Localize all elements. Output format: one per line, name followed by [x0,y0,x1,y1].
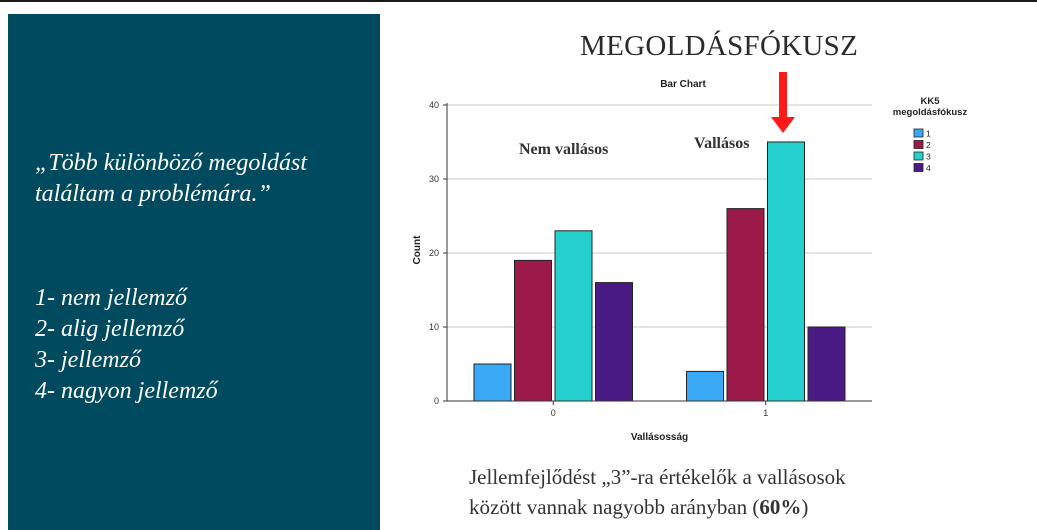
slide-top-rule [0,0,1037,2]
legend-swatch-3 [913,151,924,161]
bar-cat1-series4 [807,326,846,402]
scale-item-2: 2- alig jellemző [35,316,185,342]
axis-layer: 0 10 20 30 40 0 1 Bar Chart Vallásosság Count [412,79,872,443]
annotation-vallasos: Vallásos [694,135,749,152]
y-tick-label-20: 20 [429,248,439,258]
legend-label-2: 2 [926,140,931,150]
quote-text: „Több különböző megoldást találtam a pro… [35,148,380,210]
bar-cat0-series2 [514,259,552,402]
y-tick-label-40: 40 [429,100,439,110]
quote-line-2: találtam a problémára.” [35,181,271,207]
scale-item-4: 4- nagyon jellemző [35,378,218,404]
caption-line-2: között vannak nagyobb arányban (60%) [469,492,1029,522]
left-panel [8,14,380,530]
y-tick-label-0: 0 [434,396,439,406]
chart-title: Bar Chart [660,79,706,90]
y-tick-label-10: 10 [429,322,439,332]
quote-line-1: „Több különböző megoldást [35,150,308,176]
bar-layer [473,141,846,402]
bar-cat0-series1 [473,363,512,402]
caption-line-2-bold: 60% [759,495,802,519]
scale-legend: 1- nem jellemző 2- alig jellemző 3- jell… [35,283,218,407]
legend-label-1: 1 [926,129,931,139]
red-arrow-shaft [779,72,787,118]
y-axis-label: Count [412,235,423,265]
y-tick-label-30: 30 [429,174,439,184]
bar-cat1-series1 [686,370,724,402]
grid-layer [447,104,872,328]
bar-cat1-series2 [726,208,765,402]
x-axis-label: Vallásosság [631,432,688,443]
scale-item-1: 1- nem jellemző [35,285,187,311]
legend-swatch-1 [913,128,924,138]
legend-swatch-4 [913,163,924,172]
annotation-nem-vallasos: Nem vallásos [519,141,608,158]
annotation-layer: Nem vallásos Vallásos [519,72,795,158]
bar-cat1-series3 [767,141,805,402]
caption-line-2-prefix: között vannak nagyobb arányban ( [469,495,760,519]
caption: Jellemfejlődést „3”-ra értékelők a vallá… [469,462,1029,522]
bar-cat0-series3 [554,230,593,402]
red-arrow-head [771,117,795,133]
bar-cat0-series4 [595,282,633,402]
scale-item-3: 3- jellemző [35,347,141,373]
x-tick-label-0: 0 [551,408,556,418]
legend-title-line-1: KK5 [920,96,940,107]
caption-line-1: Jellemfejlődést „3”-ra értékelők a vallá… [469,465,846,489]
legend-title-line-2: megoldásfókusz [893,107,968,118]
slide-heading: MEGOLDÁSFÓKUSZ [580,30,859,62]
caption-line-2-suffix: ) [801,495,809,519]
legend-swatch-2 [913,140,924,149]
x-tick-label-1: 1 [763,408,768,418]
legend-label-4: 4 [926,163,931,173]
legend-label-3: 3 [926,152,931,162]
